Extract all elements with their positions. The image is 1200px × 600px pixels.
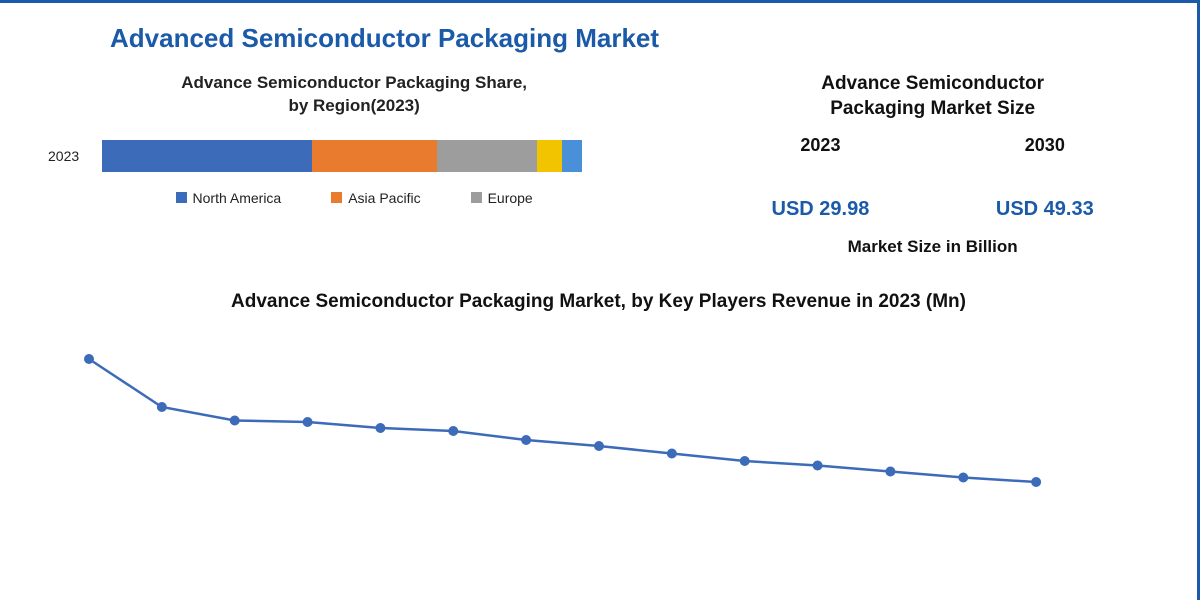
- legend-swatch: [471, 192, 482, 203]
- year-2030: 2030: [1025, 135, 1065, 156]
- legend-swatch: [176, 192, 187, 203]
- size-title-line1: Advance Semiconductor: [821, 73, 1044, 94]
- share-chart-panel: Advance Semiconductor Packaging Share, b…: [40, 72, 668, 257]
- bar-segment: [437, 140, 537, 172]
- market-size-unit: Market Size in Billion: [708, 237, 1157, 257]
- market-size-title: Advance Semiconductor Packaging Market S…: [708, 72, 1157, 121]
- page-title: Advanced Semiconductor Packaging Market: [110, 23, 1157, 54]
- market-size-years: 2023 2030: [708, 135, 1157, 156]
- line-marker: [229, 416, 239, 426]
- line-marker: [958, 473, 968, 483]
- line-marker: [156, 402, 166, 412]
- size-title-line2: Packaging Market Size: [830, 98, 1035, 119]
- line-marker: [1031, 477, 1041, 487]
- legend-item: Europe: [471, 190, 533, 206]
- line-marker: [594, 441, 604, 451]
- bar-segment: [312, 140, 437, 172]
- line-chart: [59, 331, 1139, 501]
- stacked-bar-track: [102, 140, 582, 172]
- line-marker: [521, 435, 531, 445]
- line-marker: [885, 467, 895, 477]
- legend-label: Asia Pacific: [348, 190, 420, 206]
- line-marker: [666, 449, 676, 459]
- share-chart-title: Advance Semiconductor Packaging Share, b…: [40, 72, 668, 118]
- stacked-bar-row: 2023: [40, 140, 668, 172]
- bar-y-axis-label: 2023: [48, 148, 88, 164]
- share-chart-legend: North America Asia Pacific Europe: [40, 190, 668, 206]
- value-2030: USD 49.33: [996, 198, 1094, 221]
- year-2023: 2023: [800, 135, 840, 156]
- bar-segment: [102, 140, 312, 172]
- share-title-line2: by Region(2023): [288, 96, 419, 115]
- legend-label: North America: [193, 190, 282, 206]
- bar-segment: [562, 140, 582, 172]
- line-marker: [375, 423, 385, 433]
- value-2023: USD 29.98: [772, 198, 870, 221]
- share-title-line1: Advance Semiconductor Packaging Share,: [181, 73, 527, 92]
- top-row: Advance Semiconductor Packaging Share, b…: [40, 72, 1157, 257]
- line-marker: [84, 354, 94, 364]
- line-marker: [739, 456, 749, 466]
- legend-item: Asia Pacific: [331, 190, 420, 206]
- line-marker: [302, 417, 312, 427]
- legend-swatch: [331, 192, 342, 203]
- market-size-panel: Advance Semiconductor Packaging Market S…: [708, 72, 1157, 257]
- line-marker: [812, 461, 822, 471]
- line-chart-title: Advance Semiconductor Packaging Market, …: [40, 291, 1157, 313]
- line-marker: [448, 426, 458, 436]
- legend-label: Europe: [488, 190, 533, 206]
- legend-item: North America: [176, 190, 282, 206]
- market-size-values: USD 29.98 USD 49.33: [708, 198, 1157, 221]
- bar-segment: [537, 140, 562, 172]
